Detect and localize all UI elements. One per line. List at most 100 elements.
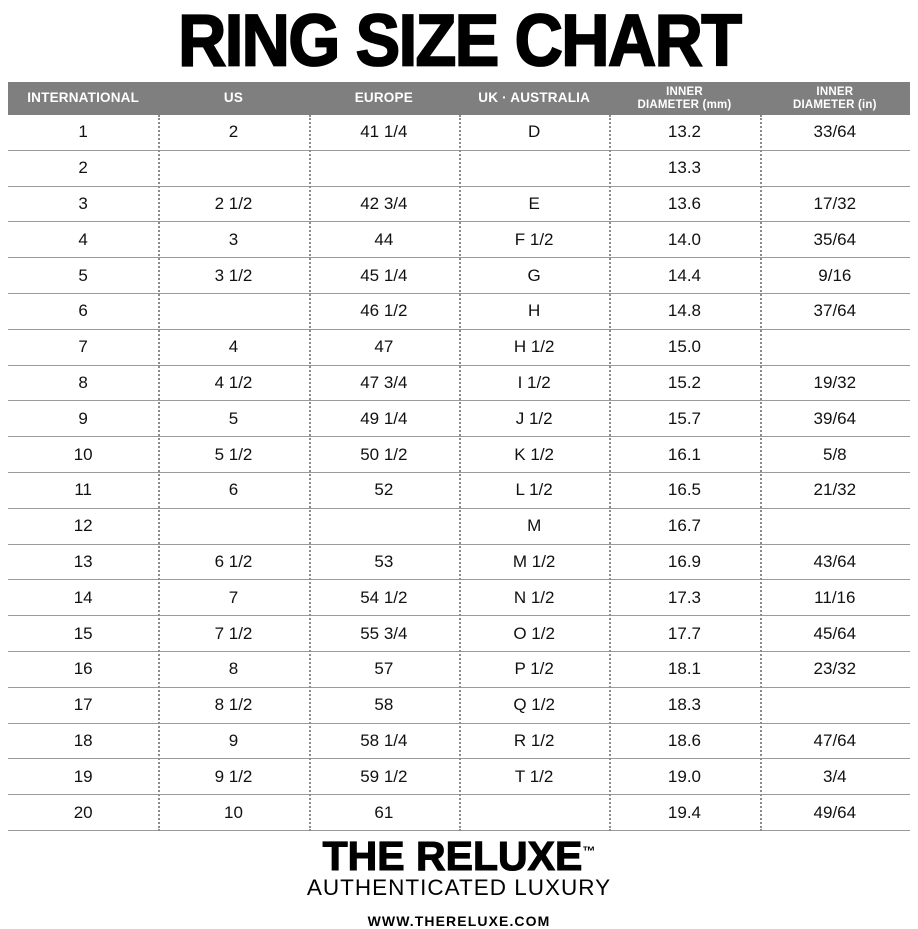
cell-inner-diameter-mm: 18.6: [609, 723, 760, 760]
table-row: 19 9 1/2 59 1/2 T 1/2 19.0 3/4: [8, 758, 910, 796]
cell-inner-diameter-in: 45/64: [759, 615, 910, 652]
table-row: 16 8 57 P 1/2 18.1 23/32: [8, 651, 910, 688]
col-header-inner-diameter-in-group: INNER DIAMETER (in): [762, 86, 908, 111]
cell-uk-australia: H 1/2: [458, 329, 610, 366]
cell-inner-diameter-in: [759, 329, 910, 366]
table-row: 2 13.3: [8, 150, 910, 187]
cell-uk-australia: R 1/2: [458, 723, 610, 760]
col-header-us-label: US: [223, 90, 244, 106]
cell-inner-diameter-in: 39/64: [759, 400, 910, 438]
cell-us: 7: [158, 579, 309, 617]
cell-international: 18: [8, 723, 159, 760]
cell-inner-diameter-in: [759, 687, 910, 724]
cell-international: 4: [8, 221, 159, 259]
cell-uk-australia: E: [458, 186, 610, 223]
cell-international: 11: [8, 472, 159, 509]
cell-international: 7: [8, 329, 159, 366]
cell-us: 9: [158, 723, 309, 760]
cell-inner-diameter-mm: 15.0: [609, 329, 760, 366]
cell-inner-diameter-mm: 16.5: [609, 472, 760, 509]
cell-us: 7 1/2: [158, 615, 309, 652]
col-header-europe: EUROPE: [308, 82, 459, 115]
cell-inner-diameter-in: 43/64: [759, 544, 910, 581]
cell-us: [158, 150, 309, 187]
cell-europe: 54 1/2: [308, 579, 459, 617]
cell-uk-australia: [458, 150, 610, 187]
table-body: 1 2 41 1/4 D 13.2 33/64 2 13.3 3 2 1/2 42 3/4 E 13.6…: [8, 115, 910, 831]
cell-us: [158, 508, 309, 545]
cell-europe: 47 3/4: [308, 365, 459, 402]
table-row: 1 2 41 1/4 D 13.2 33/64: [8, 115, 910, 151]
cell-europe: 46 1/2: [308, 293, 459, 330]
cell-international: 10: [8, 436, 159, 473]
cell-inner-diameter-mm: 14.4: [609, 257, 760, 294]
cell-us: 3 1/2: [158, 257, 309, 294]
cell-uk-australia: M: [458, 508, 610, 545]
cell-inner-diameter-mm: 15.7: [609, 400, 760, 438]
cell-europe: 47: [308, 329, 459, 366]
cell-europe: 61: [308, 794, 459, 831]
cell-inner-diameter-mm: 17.3: [609, 579, 760, 617]
brand-name: THE RELUXE™: [322, 832, 595, 879]
col-header-inner-diameter-in: INNER DIAMETER (in): [759, 82, 910, 115]
cell-europe: 57: [308, 651, 459, 688]
table-row: 14 7 54 1/2 N 1/2 17.3 11/16: [8, 579, 910, 617]
cell-inner-diameter-in: 5/8: [759, 436, 910, 473]
cell-international: 13: [8, 544, 159, 581]
cell-inner-diameter-in: 23/32: [759, 651, 910, 688]
cell-international: 6: [8, 293, 159, 330]
cell-inner-diameter-mm: 18.1: [609, 651, 760, 688]
col-header-inner-diameter-in-line1: INNER: [816, 85, 854, 98]
cell-inner-diameter-in: 11/16: [759, 579, 910, 617]
cell-inner-diameter-in: 37/64: [759, 293, 910, 330]
cell-inner-diameter-in: 33/64: [759, 115, 910, 151]
cell-inner-diameter-mm: 14.8: [609, 293, 760, 330]
cell-us: 5: [158, 400, 309, 438]
table-row: 18 9 58 1/4 R 1/2 18.6 47/64: [8, 723, 910, 760]
cell-inner-diameter-mm: 13.6: [609, 186, 760, 223]
cell-us: 10: [158, 794, 309, 831]
cell-international: 5: [8, 257, 159, 294]
cell-inner-diameter-in: 9/16: [759, 257, 910, 294]
size-table-container: INTERNATIONAL US EUROPE UK · AUSTRALIA I…: [8, 82, 910, 831]
cell-inner-diameter-mm: 16.9: [609, 544, 760, 581]
cell-europe: 45 1/4: [308, 257, 459, 294]
col-header-us: US: [158, 82, 309, 115]
cell-uk-australia: M 1/2: [458, 544, 610, 581]
cell-europe: 42 3/4: [308, 186, 459, 223]
cell-inner-diameter-in: 19/32: [759, 365, 910, 402]
cell-uk-australia: K 1/2: [458, 436, 610, 473]
cell-inner-diameter-mm: 13.3: [609, 150, 760, 187]
cell-inner-diameter-mm: 16.7: [609, 508, 760, 545]
cell-international: 17: [8, 687, 159, 724]
cell-us: 5 1/2: [158, 436, 309, 473]
cell-europe: 44: [308, 221, 459, 259]
cell-uk-australia: F 1/2: [458, 221, 610, 259]
cell-inner-diameter-mm: 17.7: [609, 615, 760, 652]
cell-us: 4 1/2: [158, 365, 309, 402]
cell-uk-australia: P 1/2: [458, 651, 610, 688]
cell-international: 8: [8, 365, 159, 402]
cell-us: 8 1/2: [158, 687, 309, 724]
cell-europe: 49 1/4: [308, 400, 459, 438]
cell-europe: 52: [308, 472, 459, 509]
cell-international: 20: [8, 794, 159, 831]
cell-europe: 50 1/2: [308, 436, 459, 473]
cell-inner-diameter-mm: 13.2: [609, 115, 760, 151]
cell-uk-australia: G: [458, 257, 610, 294]
cell-us: 2 1/2: [158, 186, 309, 223]
cell-uk-australia: N 1/2: [458, 579, 610, 617]
cell-uk-australia: [458, 794, 610, 831]
brand-name-text: THE RELUXE: [322, 832, 583, 879]
table-row: 20 10 61 19.4 49/64: [8, 794, 910, 831]
cell-us: 9 1/2: [158, 758, 309, 796]
cell-uk-australia: L 1/2: [458, 472, 610, 509]
cell-inner-diameter-mm: 14.0: [609, 221, 760, 259]
cell-inner-diameter-in: 17/32: [759, 186, 910, 223]
cell-us: 6 1/2: [158, 544, 309, 581]
table-header-row: INTERNATIONAL US EUROPE UK · AUSTRALIA I…: [8, 82, 910, 115]
col-header-europe-label: EUROPE: [354, 90, 413, 106]
col-header-uk-australia: UK · AUSTRALIA: [458, 82, 610, 115]
